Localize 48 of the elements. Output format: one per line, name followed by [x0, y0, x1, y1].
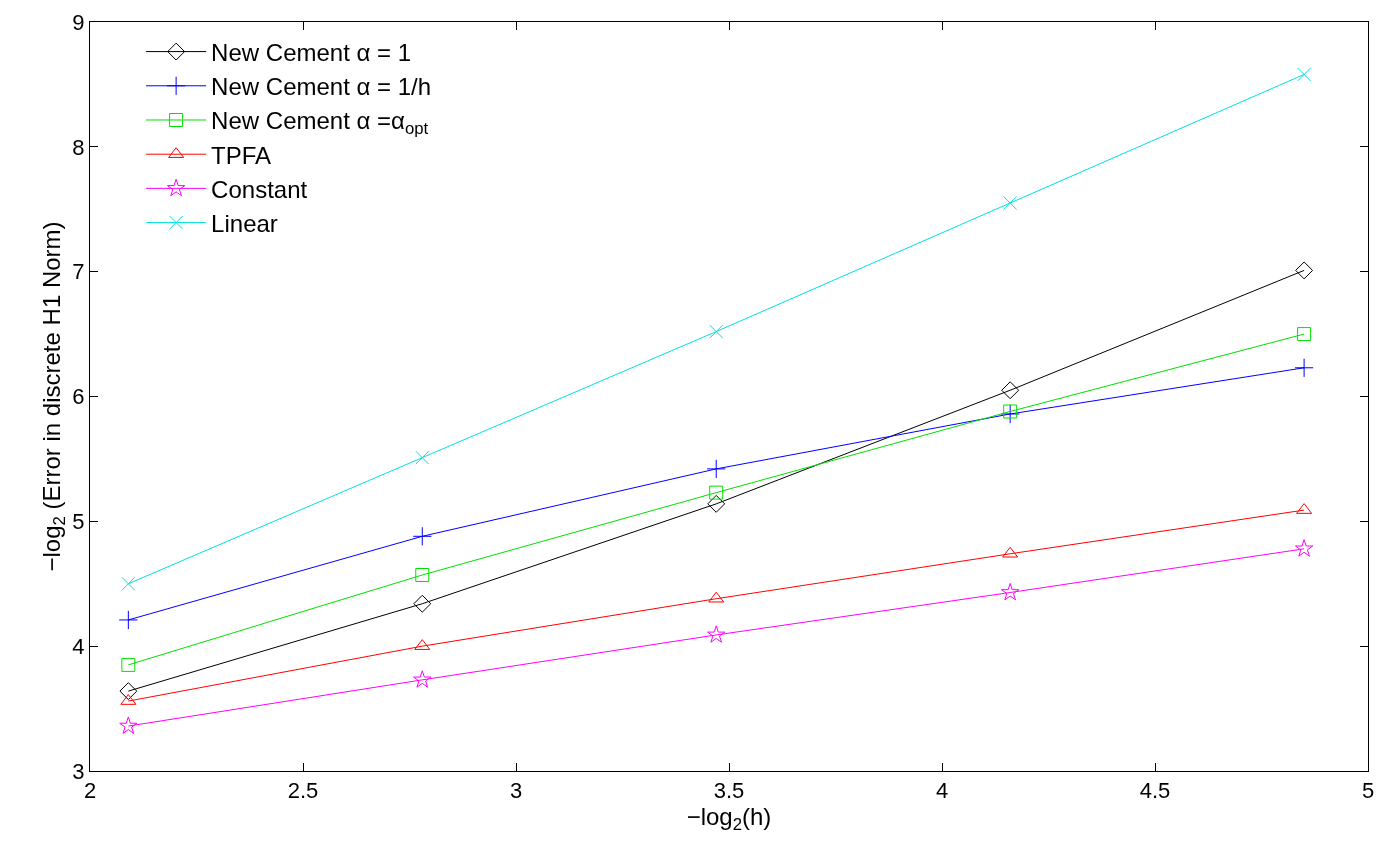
legend-label: Constant	[211, 175, 308, 203]
legend-label: New Cement α = 1	[211, 38, 412, 66]
x-tick-label: 2.5	[287, 778, 319, 804]
point	[1001, 381, 1020, 400]
x-tick-label: 4.5	[1139, 778, 1171, 804]
y-tick-label: 8	[72, 134, 85, 160]
point	[1295, 261, 1314, 280]
x-tick-label: 3	[509, 778, 523, 804]
legend-label: New Cement α =α$_{opt}$	[211, 107, 429, 139]
y-tick-label: 4	[72, 633, 85, 659]
point	[1294, 358, 1314, 378]
point	[709, 485, 724, 500]
point	[707, 625, 726, 643]
point	[707, 494, 726, 513]
point	[1002, 546, 1019, 558]
point	[1003, 196, 1018, 211]
legend-label: Linear	[211, 209, 278, 237]
point	[119, 682, 138, 701]
y-tick-label: 6	[72, 384, 85, 410]
point	[1297, 327, 1312, 342]
legend-label: TPFA	[211, 141, 272, 169]
point	[121, 576, 136, 591]
x-tick-label: 2	[83, 778, 97, 804]
point	[1294, 539, 1314, 557]
point	[1297, 67, 1312, 82]
y-tick-label: 9	[72, 9, 85, 35]
point	[1003, 404, 1018, 419]
x-tick-label: 3.5	[713, 778, 745, 804]
point	[121, 657, 136, 672]
y-tick-label: 3	[72, 758, 85, 784]
point	[119, 716, 138, 734]
point	[413, 594, 432, 613]
y-tick-label: 5	[72, 509, 85, 535]
point	[415, 568, 430, 583]
y-tick-label: 7	[72, 259, 85, 285]
point	[709, 324, 724, 339]
x-tick-label: 5	[1361, 778, 1375, 804]
x-tick-label: 4	[935, 778, 949, 804]
point	[1001, 582, 1020, 601]
point	[413, 670, 432, 688]
point	[415, 450, 430, 465]
point	[1000, 404, 1020, 424]
point	[412, 526, 432, 546]
x-axis-title: −log$_{2}$(h)	[686, 803, 772, 835]
point	[706, 459, 726, 479]
legend-label: New Cement α = 1/h	[211, 73, 432, 101]
point	[118, 610, 138, 630]
point	[708, 591, 725, 603]
